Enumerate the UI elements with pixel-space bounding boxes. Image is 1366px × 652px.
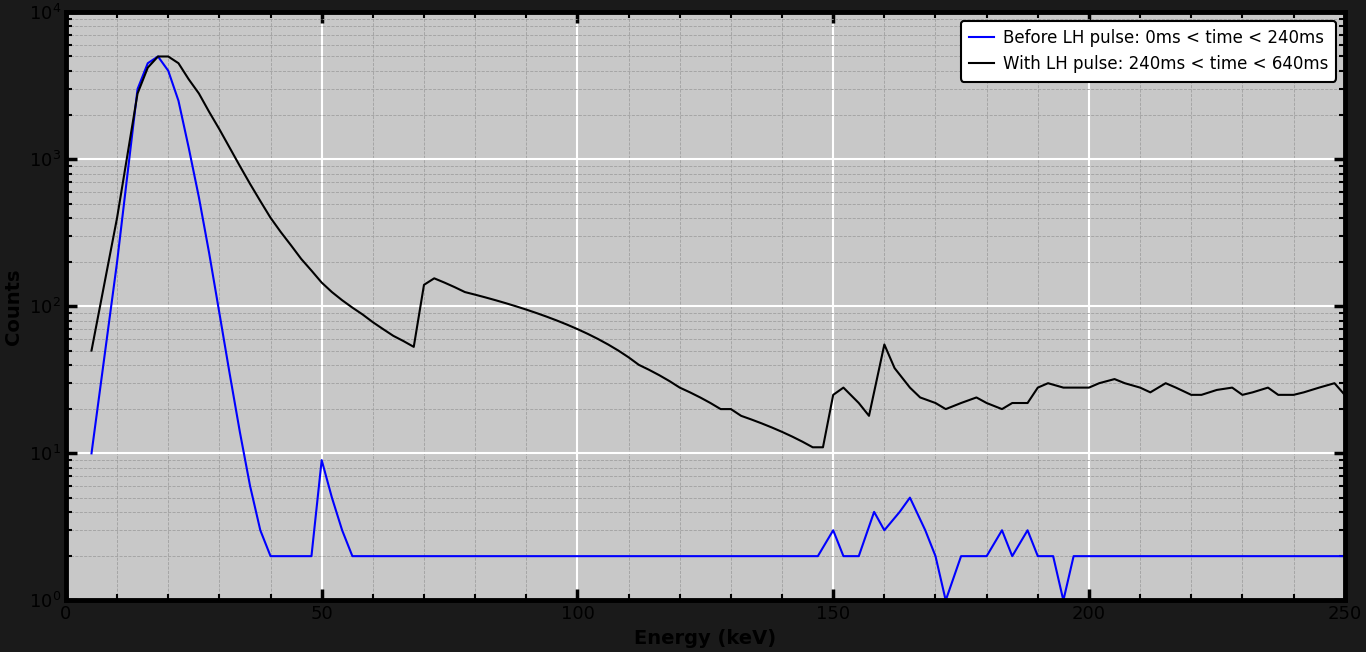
Y-axis label: Counts: Counts: [4, 268, 23, 344]
Line: Before LH pulse: 0ms < time < 240ms: Before LH pulse: 0ms < time < 240ms: [92, 57, 1344, 600]
Before LH pulse: 0ms < time < 240ms: (5, 10): 0ms < time < 240ms: (5, 10): [83, 449, 100, 457]
Before LH pulse: 0ms < time < 240ms: (150, 3): 0ms < time < 240ms: (150, 3): [825, 526, 841, 534]
Before LH pulse: 0ms < time < 240ms: (62, 2): 0ms < time < 240ms: (62, 2): [374, 552, 391, 560]
Line: With LH pulse: 240ms < time < 640ms: With LH pulse: 240ms < time < 640ms: [92, 57, 1344, 447]
With LH pulse: 240ms < time < 640ms: (18, 5e+03): 240ms < time < 640ms: (18, 5e+03): [150, 53, 167, 61]
With LH pulse: 240ms < time < 640ms: (114, 37): 240ms < time < 640ms: (114, 37): [641, 366, 657, 374]
Before LH pulse: 0ms < time < 240ms: (26, 550): 0ms < time < 240ms: (26, 550): [191, 194, 208, 201]
Before LH pulse: 0ms < time < 240ms: (250, 2): 0ms < time < 240ms: (250, 2): [1336, 552, 1352, 560]
With LH pulse: 240ms < time < 640ms: (5, 50): 240ms < time < 640ms: (5, 50): [83, 347, 100, 355]
With LH pulse: 240ms < time < 640ms: (146, 11): 240ms < time < 640ms: (146, 11): [805, 443, 821, 451]
Before LH pulse: 0ms < time < 240ms: (200, 2): 0ms < time < 240ms: (200, 2): [1081, 552, 1097, 560]
With LH pulse: 240ms < time < 640ms: (62, 70): 240ms < time < 640ms: (62, 70): [374, 325, 391, 333]
With LH pulse: 240ms < time < 640ms: (250, 25): 240ms < time < 640ms: (250, 25): [1336, 391, 1352, 399]
X-axis label: Energy (keV): Energy (keV): [634, 629, 776, 648]
Legend: Before LH pulse: 0ms < time < 240ms, With LH pulse: 240ms < time < 640ms: Before LH pulse: 0ms < time < 240ms, Wit…: [962, 21, 1336, 82]
With LH pulse: 240ms < time < 640ms: (245, 28): 240ms < time < 640ms: (245, 28): [1311, 383, 1328, 391]
With LH pulse: 240ms < time < 640ms: (68, 53): 240ms < time < 640ms: (68, 53): [406, 343, 422, 351]
Before LH pulse: 0ms < time < 240ms: (120, 2): 0ms < time < 240ms: (120, 2): [672, 552, 688, 560]
Before LH pulse: 0ms < time < 240ms: (18, 5e+03): 0ms < time < 240ms: (18, 5e+03): [150, 53, 167, 61]
Before LH pulse: 0ms < time < 240ms: (16, 4.5e+03): 0ms < time < 240ms: (16, 4.5e+03): [139, 59, 156, 67]
With LH pulse: 240ms < time < 640ms: (94, 85): 240ms < time < 640ms: (94, 85): [538, 313, 555, 321]
With LH pulse: 240ms < time < 640ms: (140, 14): 240ms < time < 640ms: (140, 14): [775, 428, 791, 436]
Before LH pulse: 0ms < time < 240ms: (172, 1): 0ms < time < 240ms: (172, 1): [937, 597, 953, 604]
